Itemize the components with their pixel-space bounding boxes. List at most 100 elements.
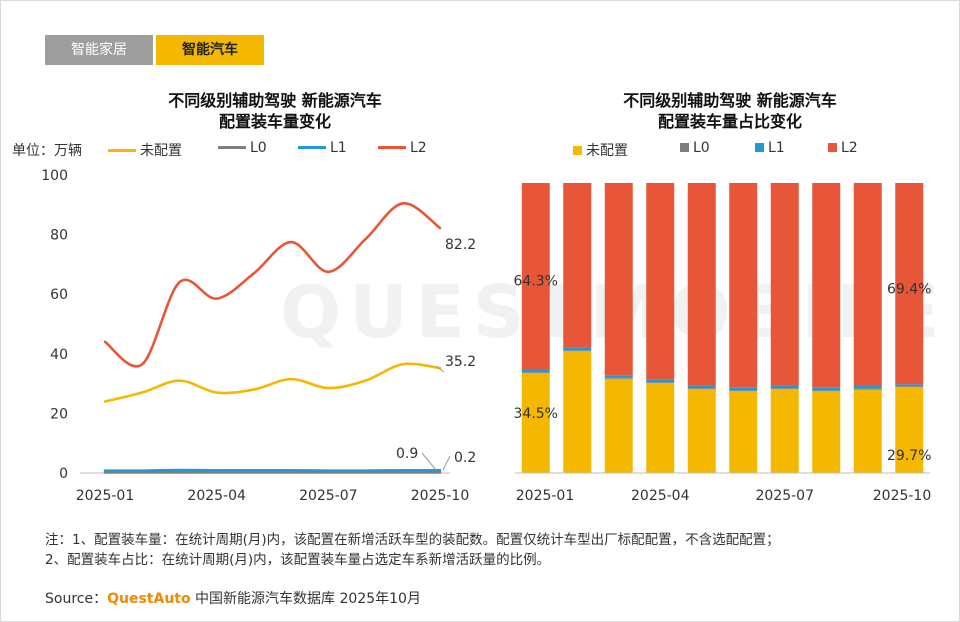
x-tick-label: 2025-04 [631, 488, 690, 504]
bar-segment-L2 [853, 183, 882, 386]
legend-label: L2 [410, 140, 427, 156]
data-label: 0.9 [396, 446, 418, 462]
legend-label: 未配置 [140, 143, 182, 159]
legend-label: L1 [768, 140, 785, 156]
label-leader [435, 365, 445, 373]
right-chart-title-line2: 配置装车量占比变化 [657, 112, 802, 131]
left-chart-unit: 单位：万辆 [12, 143, 82, 159]
footnote-2: 2、配置装车占比：在统计周期(月)内，该配置装车量占选定车系新增活跃量的比例。 [45, 552, 551, 568]
left-legend-item-l1: L1 [298, 140, 347, 156]
bar-segment-L0 [687, 388, 716, 389]
right-legend-item-unconfigured: 未配置 [573, 140, 628, 160]
legend-swatch [298, 145, 326, 149]
data-label: 35.2 [445, 354, 476, 370]
legend-label: 未配置 [586, 143, 628, 159]
left-legend-item-l0: L0 [218, 140, 267, 156]
bar-segment-未配置 [812, 391, 841, 473]
left-legend-item-l2: L2 [378, 140, 427, 156]
y-tick-label: 80 [50, 228, 68, 244]
bar-segment-L0 [521, 372, 550, 373]
data-label: 69.4% [887, 282, 931, 298]
bar-segment-未配置 [895, 386, 924, 473]
legend-swatch [218, 145, 246, 149]
bar-segment-未配置 [853, 389, 882, 473]
x-tick-label: 2025-07 [756, 488, 815, 504]
legend-swatch [680, 142, 689, 152]
legend-label: L0 [250, 140, 267, 156]
bar-segment-未配置 [604, 378, 633, 473]
label-leader [442, 455, 451, 471]
bar-segment-L2 [646, 183, 675, 380]
bar-segment-未配置 [729, 391, 758, 473]
bar-segment-L1 [729, 387, 758, 391]
legend-swatch [828, 142, 837, 152]
y-tick-label: 100 [41, 168, 68, 184]
right-legend-item-l0: L0 [680, 140, 710, 156]
bar-segment-L0 [853, 388, 882, 390]
x-tick-label: 2025-01 [76, 488, 135, 504]
bar-segment-L1 [853, 386, 882, 389]
bar-segment-L0 [895, 386, 924, 387]
data-label: 82.2 [445, 237, 476, 253]
x-tick-label: 2025-04 [187, 488, 246, 504]
data-label: 0.2 [454, 450, 476, 466]
source-brand: QuestAuto [107, 591, 191, 607]
bar-segment-L1 [521, 369, 550, 373]
legend-swatch [573, 145, 582, 155]
bar-segment-L2 [521, 183, 550, 370]
left-chart-title-line1: 不同级别辅助驾驶 新能源汽车 [168, 91, 382, 110]
bar-segment-L0 [604, 377, 633, 379]
bar-segment-L0 [770, 388, 799, 389]
bar-segment-L0 [646, 382, 675, 384]
bar-segment-L1 [687, 385, 716, 389]
series-line-L1 [103, 468, 442, 472]
source-line: Source：QuestAuto 中国新能源汽车数据库 2025年10月 [45, 588, 421, 608]
series-line-L2 [103, 202, 442, 368]
bar-segment-L2 [895, 183, 924, 385]
bar-segment-L2 [770, 183, 799, 386]
bar-segment-未配置 [646, 383, 675, 473]
x-tick-label: 2025-10 [873, 488, 932, 504]
y-tick-label: 60 [50, 287, 68, 303]
bar-segment-L1 [563, 347, 592, 351]
bar-segment-L2 [604, 183, 633, 376]
legend-label: L1 [330, 140, 347, 156]
bar-segment-L0 [812, 390, 841, 392]
y-tick-label: 20 [50, 406, 68, 422]
bar-segment-L2 [812, 183, 841, 388]
y-tick-label: 0 [59, 466, 68, 482]
data-label: 29.7% [887, 448, 931, 464]
bar-segment-L1 [812, 387, 841, 391]
tab-smart-car[interactable]: 智能汽车 [156, 35, 264, 65]
source-suffix: 中国新能源汽车数据库 2025年10月 [190, 591, 421, 607]
x-tick-label: 2025-07 [299, 488, 358, 504]
left-chart-title-line2: 配置装车量变化 [218, 112, 331, 131]
right-legend-item-l2: L2 [828, 140, 858, 156]
label-leader [421, 452, 437, 471]
bar-segment-未配置 [687, 388, 716, 473]
legend-swatch [108, 148, 136, 152]
x-tick-label: 2025-01 [516, 488, 575, 504]
bar-segment-L1 [895, 384, 924, 386]
right-legend-item-l1: L1 [755, 140, 785, 156]
x-tick-label: 2025-10 [411, 488, 470, 504]
legend-label: L2 [841, 140, 858, 156]
left-legend-item-unconfigured: 未配置 [108, 140, 182, 160]
bar-segment-L0 [563, 350, 592, 352]
bar-segment-L1 [646, 379, 675, 383]
tab-smart-home[interactable]: 智能家居 [45, 35, 153, 65]
bar-segment-未配置 [521, 372, 550, 473]
bar-segment-未配置 [770, 388, 799, 473]
bar-segment-L1 [770, 385, 799, 389]
bar-segment-L2 [687, 183, 716, 386]
y-tick-label: 40 [50, 347, 68, 363]
source-prefix: Source： [45, 591, 108, 607]
data-label: 34.5% [514, 406, 558, 422]
bar-segment-L2 [563, 183, 592, 348]
bar-segment-L0 [729, 390, 758, 392]
right-chart-title-line1: 不同级别辅助驾驶 新能源汽车 [623, 91, 837, 110]
data-label: 64.3% [514, 274, 558, 290]
bar-segment-L2 [729, 183, 758, 388]
legend-label: L0 [693, 140, 710, 156]
